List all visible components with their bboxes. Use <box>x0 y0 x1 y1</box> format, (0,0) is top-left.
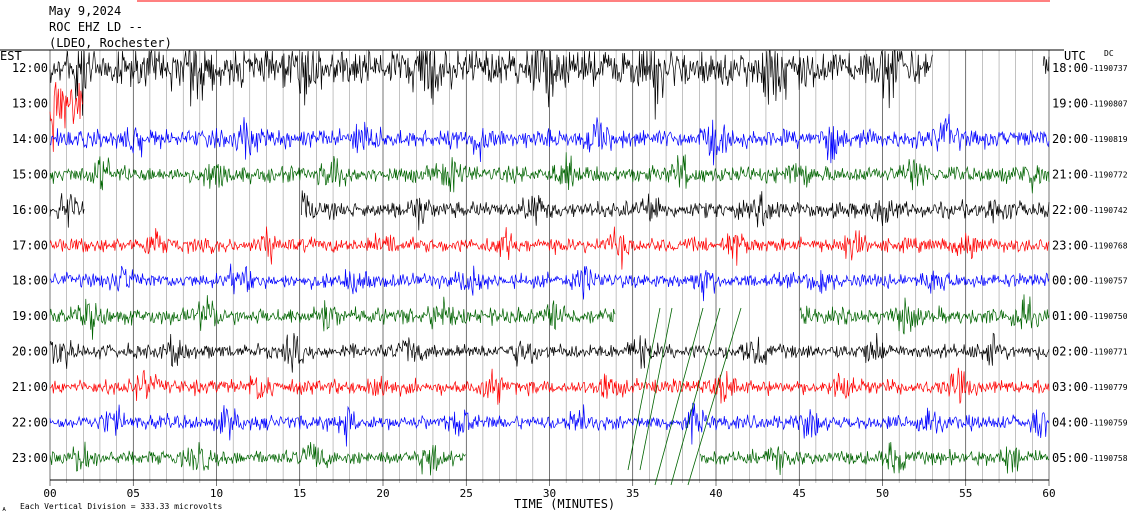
est-hour-label: 12:00 <box>12 61 48 75</box>
right-axis-label: UTC <box>1064 49 1086 63</box>
x-tick-label: 30 <box>543 487 556 500</box>
header-date: May 9,2024 <box>49 4 121 18</box>
x-tick-label: 45 <box>793 487 806 500</box>
grid-lines <box>0 0 1064 486</box>
trace-line <box>49 81 83 152</box>
utc-hour-label: 05:00 <box>1052 451 1088 465</box>
utc-hour-label: 03:00 <box>1052 380 1088 394</box>
header-station: ROC EHZ LD -- <box>49 20 143 34</box>
dc-offset-label: -1190737 <box>1089 64 1128 73</box>
trace-line <box>49 441 1050 476</box>
dc-offset-label: -1190759 <box>1089 419 1128 428</box>
trace-line <box>49 226 1050 270</box>
dc-offset-label: -1190757 <box>1089 277 1128 286</box>
est-hour-label: 15:00 <box>12 167 48 181</box>
utc-hour-label: 23:00 <box>1052 238 1088 252</box>
trace-line <box>49 152 1050 194</box>
est-hour-label: 20:00 <box>12 345 48 359</box>
trace-line <box>49 190 1050 231</box>
x-axis-label: TIME (MINUTES) <box>514 497 615 511</box>
dc-offset-label: -1190779 <box>1089 383 1128 392</box>
x-tick-label: 40 <box>709 487 722 500</box>
scale-note: Each Vertical Division = 333.33 microvol… <box>20 502 222 511</box>
est-hour-label: 21:00 <box>12 380 48 394</box>
x-tick-label: 15 <box>293 487 306 500</box>
x-tick-label: 05 <box>127 487 140 500</box>
trace-line <box>49 49 1050 120</box>
trace-line <box>49 113 1050 166</box>
dc-offset-label: -1190758 <box>1089 454 1128 463</box>
left-axis-label: EST <box>0 49 22 63</box>
dc-offset-label: -1190819 <box>1089 135 1128 144</box>
dc-offset-label: -1190750 <box>1089 312 1128 321</box>
dc-offset-label: -1190772 <box>1089 170 1128 179</box>
x-tick-label: 10 <box>210 487 223 500</box>
est-hour-label: 18:00 <box>12 274 48 288</box>
seismic-traces <box>49 49 1050 486</box>
est-hour-label: 23:00 <box>12 451 48 465</box>
x-tick-label: 60 <box>1042 487 1055 500</box>
trace-line <box>49 294 1050 340</box>
utc-hour-label: 04:00 <box>1052 416 1088 430</box>
x-tick-label: 55 <box>959 487 972 500</box>
utc-hour-label: 20:00 <box>1052 132 1088 146</box>
corner-mark: ᴀ <box>2 505 6 513</box>
est-hour-label: 17:00 <box>12 238 48 252</box>
utc-hour-label: 02:00 <box>1052 345 1088 359</box>
est-hour-label: 22:00 <box>12 416 48 430</box>
utc-hour-label: 22:00 <box>1052 203 1088 217</box>
trace-line <box>49 367 1050 405</box>
header-network: (LDEO, Rochester) <box>49 36 172 50</box>
diagonal-trace <box>627 307 661 471</box>
est-hour-label: 13:00 <box>12 96 48 110</box>
x-tick-label: 50 <box>876 487 889 500</box>
right-axis-sublabel: DC <box>1104 49 1114 58</box>
diagonal-trace <box>687 307 742 486</box>
utc-hour-label: 00:00 <box>1052 274 1088 288</box>
utc-hour-label: 18:00 <box>1052 61 1088 75</box>
x-tick-label: 25 <box>460 487 473 500</box>
utc-hour-label: 19:00 <box>1052 96 1088 110</box>
diagonal-trace <box>639 307 673 471</box>
trace-line <box>49 402 1050 447</box>
diagonal-trace <box>670 307 721 486</box>
utc-hour-label: 21:00 <box>1052 167 1088 181</box>
est-hour-label: 16:00 <box>12 203 48 217</box>
est-hour-label: 14:00 <box>12 132 48 146</box>
trace-line <box>49 332 1050 373</box>
x-tick-label: 00 <box>43 487 56 500</box>
x-tick-label: 20 <box>376 487 389 500</box>
dc-offset-label: -1190771 <box>1089 348 1128 357</box>
dc-offset-label: -1190768 <box>1089 241 1128 250</box>
est-hour-label: 19:00 <box>12 309 48 323</box>
trace-line <box>49 263 1050 302</box>
x-tick-label: 35 <box>626 487 639 500</box>
dc-offset-label: -1190742 <box>1089 206 1128 215</box>
diagonal-trace <box>654 307 704 486</box>
utc-hour-label: 01:00 <box>1052 309 1088 323</box>
dc-offset-label: -1190807 <box>1089 99 1128 108</box>
